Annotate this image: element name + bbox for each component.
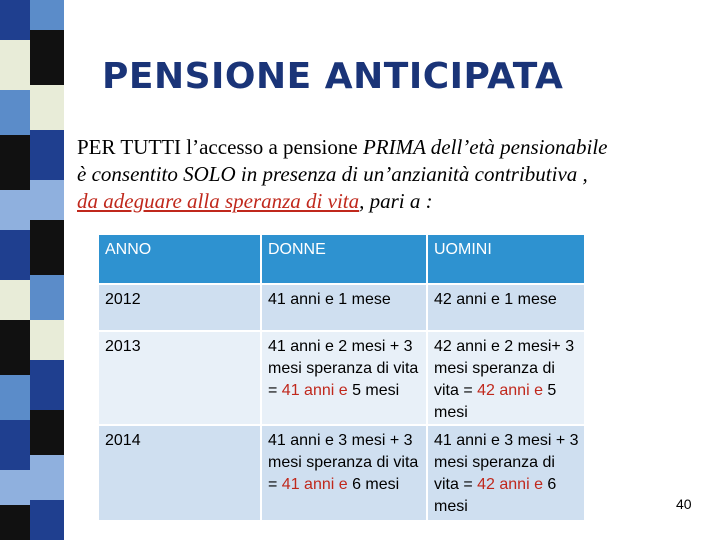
cell-text: 41 anni e 2 mesi + 3 mesi speranza di vi…: [268, 338, 419, 399]
intro-line-1: PER TUTTI l’accesso a pensione PRIMA del…: [77, 134, 717, 161]
stripe-segment: [30, 275, 64, 320]
intro-paragraph: PER TUTTI l’accesso a pensione PRIMA del…: [77, 134, 717, 215]
table-row: 2014 41 anni e 3 mesi + 3 mesi speranza …: [99, 424, 584, 520]
stripe-segment: [0, 135, 30, 190]
cell-text-after: 5 mesi: [434, 382, 557, 421]
cell-year: 2012: [99, 283, 261, 331]
stripe-segment: [30, 30, 64, 85]
header-donne: DONNE: [260, 235, 427, 284]
pension-table: ANNO DONNE UOMINI 2012 41 anni e 1 mese …: [99, 235, 584, 520]
header-anno: ANNO: [99, 235, 261, 284]
cell-donne: 41 anni e 1 mese: [260, 283, 427, 331]
stripe-segment: [30, 360, 64, 410]
stripe-segment: [30, 0, 64, 30]
intro-text-italic: PRIMA dell’età pensionabile: [362, 135, 608, 159]
cell-highlight: 42 anni e: [477, 382, 543, 399]
cell-year: 2013: [99, 330, 261, 425]
header-uomini: UOMINI: [426, 235, 584, 284]
stripe-segment: [30, 220, 64, 275]
stripe-segment: [0, 280, 30, 320]
stripe-segment: [0, 420, 30, 470]
cell-uomini: 41 anni e 3 mesi + 3 mesi speranza di vi…: [426, 424, 584, 520]
stripe-segment: [0, 0, 30, 40]
table-row: 2012 41 anni e 1 mese 42 anni e 1 mese: [99, 283, 584, 331]
intro-line-3: da adeguare alla speranza di vita, pari …: [77, 188, 717, 215]
cell-year: 2014: [99, 424, 261, 520]
page-number: 40: [676, 496, 692, 512]
page-title: PENSIONE ANTICIPATA: [102, 56, 564, 97]
stripe-segment: [0, 505, 30, 540]
cell-text: 41 anni e 1 mese: [268, 291, 391, 308]
cell-text-after: 6 mesi: [347, 476, 400, 493]
intro-text-italic: SOLO in presenza di un’anzianità contrib…: [183, 162, 588, 186]
stripe-segment: [30, 320, 64, 360]
cell-donne: 41 anni e 3 mesi + 3 mesi speranza di vi…: [260, 424, 427, 520]
table-header-row: ANNO DONNE UOMINI: [99, 235, 584, 284]
stripe-segment: [30, 180, 64, 220]
intro-text: PER TUTTI l’accesso a pensione: [77, 135, 363, 159]
cell-text: 42 anni e 1 mese: [434, 291, 557, 308]
intro-text: , pari a :: [359, 189, 433, 213]
cell-text: 41 anni e 3 mesi + 3 mesi speranza di vi…: [268, 432, 419, 493]
table-row: 2013 41 anni e 2 mesi + 3 mesi speranza …: [99, 330, 584, 425]
cell-donne: 41 anni e 2 mesi + 3 mesi speranza di vi…: [260, 330, 427, 425]
cell-uomini: 42 anni e 1 mese: [426, 283, 584, 331]
cell-text-after: 6 mesi: [434, 476, 557, 515]
cell-uomini: 42 anni e 2 mesi+ 3 mesi speranza di vit…: [426, 330, 584, 425]
intro-line-2: è consentito SOLO in presenza di un’anzi…: [77, 161, 717, 188]
cell-text: 42 anni e 2 mesi+ 3 mesi speranza di vit…: [434, 338, 575, 399]
stripe-segment: [30, 85, 64, 130]
stripe-segment: [30, 500, 64, 540]
cell-highlight: 42 anni e: [477, 476, 543, 493]
stripe-segment: [30, 410, 64, 455]
stripe-segment: [0, 90, 30, 135]
decorative-side-stripe: [0, 0, 72, 540]
cell-highlight: 41 anni e: [281, 382, 348, 399]
cell-text-after: 5 mesi: [347, 382, 400, 399]
stripe-segment: [0, 375, 30, 420]
stripe-segment: [30, 455, 64, 500]
cell-text: 41 anni e 3 mesi + 3 mesi speranza di vi…: [434, 432, 579, 493]
stripe-segment: [0, 470, 30, 505]
stripe-segment: [0, 230, 30, 280]
intro-text-red: da adeguare alla speranza di vita: [77, 189, 360, 213]
stripe-segment: [0, 40, 30, 90]
cell-highlight: 41 anni e: [281, 476, 348, 493]
stripe-segment: [0, 320, 30, 375]
stripe-segment: [30, 130, 64, 180]
intro-text: è consentito: [77, 162, 184, 186]
stripe-segment: [0, 190, 30, 230]
